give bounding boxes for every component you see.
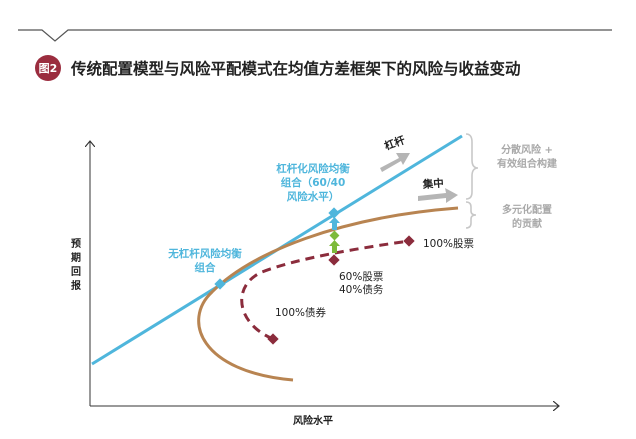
figure-badge-label: 图2 xyxy=(39,62,58,75)
figure-badge: 图2 xyxy=(35,55,61,81)
risk-diversification-label-1: 分散风险 + xyxy=(501,143,553,156)
concentration-arrow-icon xyxy=(418,188,458,203)
header-rule xyxy=(18,29,612,42)
levered-parity-label-1: 杠杆化风险均衡 xyxy=(276,162,350,175)
stock-100-label: 100%股票 xyxy=(423,238,474,250)
svg-text:回: 回 xyxy=(71,266,81,278)
page-title: 传统配置模型与风险平配模式在均值方差框架下的风险与收益变动 xyxy=(70,59,521,78)
mix-label-2: 40%债务 xyxy=(339,283,384,296)
x-axis-label: 风险水平 xyxy=(293,414,333,427)
concentration-label: 集中 xyxy=(421,177,444,192)
frontier-mid-point xyxy=(329,230,340,241)
leverage-arrow-icon xyxy=(380,153,410,172)
bond-100-point xyxy=(267,333,279,345)
svg-text:报: 报 xyxy=(71,279,81,292)
unlevered-parity-label-1: 无杠杆风险均衡 xyxy=(167,247,242,260)
svg-text:预: 预 xyxy=(71,238,81,250)
unlevered-parity-point xyxy=(214,278,226,290)
unlevered-parity-label-2: 组合 xyxy=(195,261,216,274)
traditional-curve xyxy=(240,239,410,341)
y-axis-label: 预 期 回 报 xyxy=(71,238,81,292)
diversification-contribution-label-1: 多元化配置 xyxy=(502,203,552,216)
brace-top-icon xyxy=(465,133,479,200)
step-up-arrow-green-icon xyxy=(329,240,340,253)
bond-100-label: 100%债券 xyxy=(275,306,327,319)
diversification-contribution-label-2: 的贡献 xyxy=(512,217,542,230)
svg-text:期: 期 xyxy=(71,251,81,264)
levered-parity-label-2: 组合（60/40 xyxy=(281,176,346,189)
traditional-60-40-point xyxy=(328,254,340,266)
risk-diversification-label-2: 有效组合构建 xyxy=(497,157,558,170)
brace-bottom-icon xyxy=(465,201,477,229)
mix-label-1: 60%股票 xyxy=(339,271,383,283)
step-up-arrow-blue-icon xyxy=(329,217,340,230)
frontier-curve xyxy=(197,206,459,382)
stock-100-point xyxy=(403,235,415,247)
levered-parity-label-3: 风险水平） xyxy=(287,190,340,203)
levered-parity-point xyxy=(328,207,340,219)
leverage-label: 杠杆 xyxy=(383,133,408,153)
